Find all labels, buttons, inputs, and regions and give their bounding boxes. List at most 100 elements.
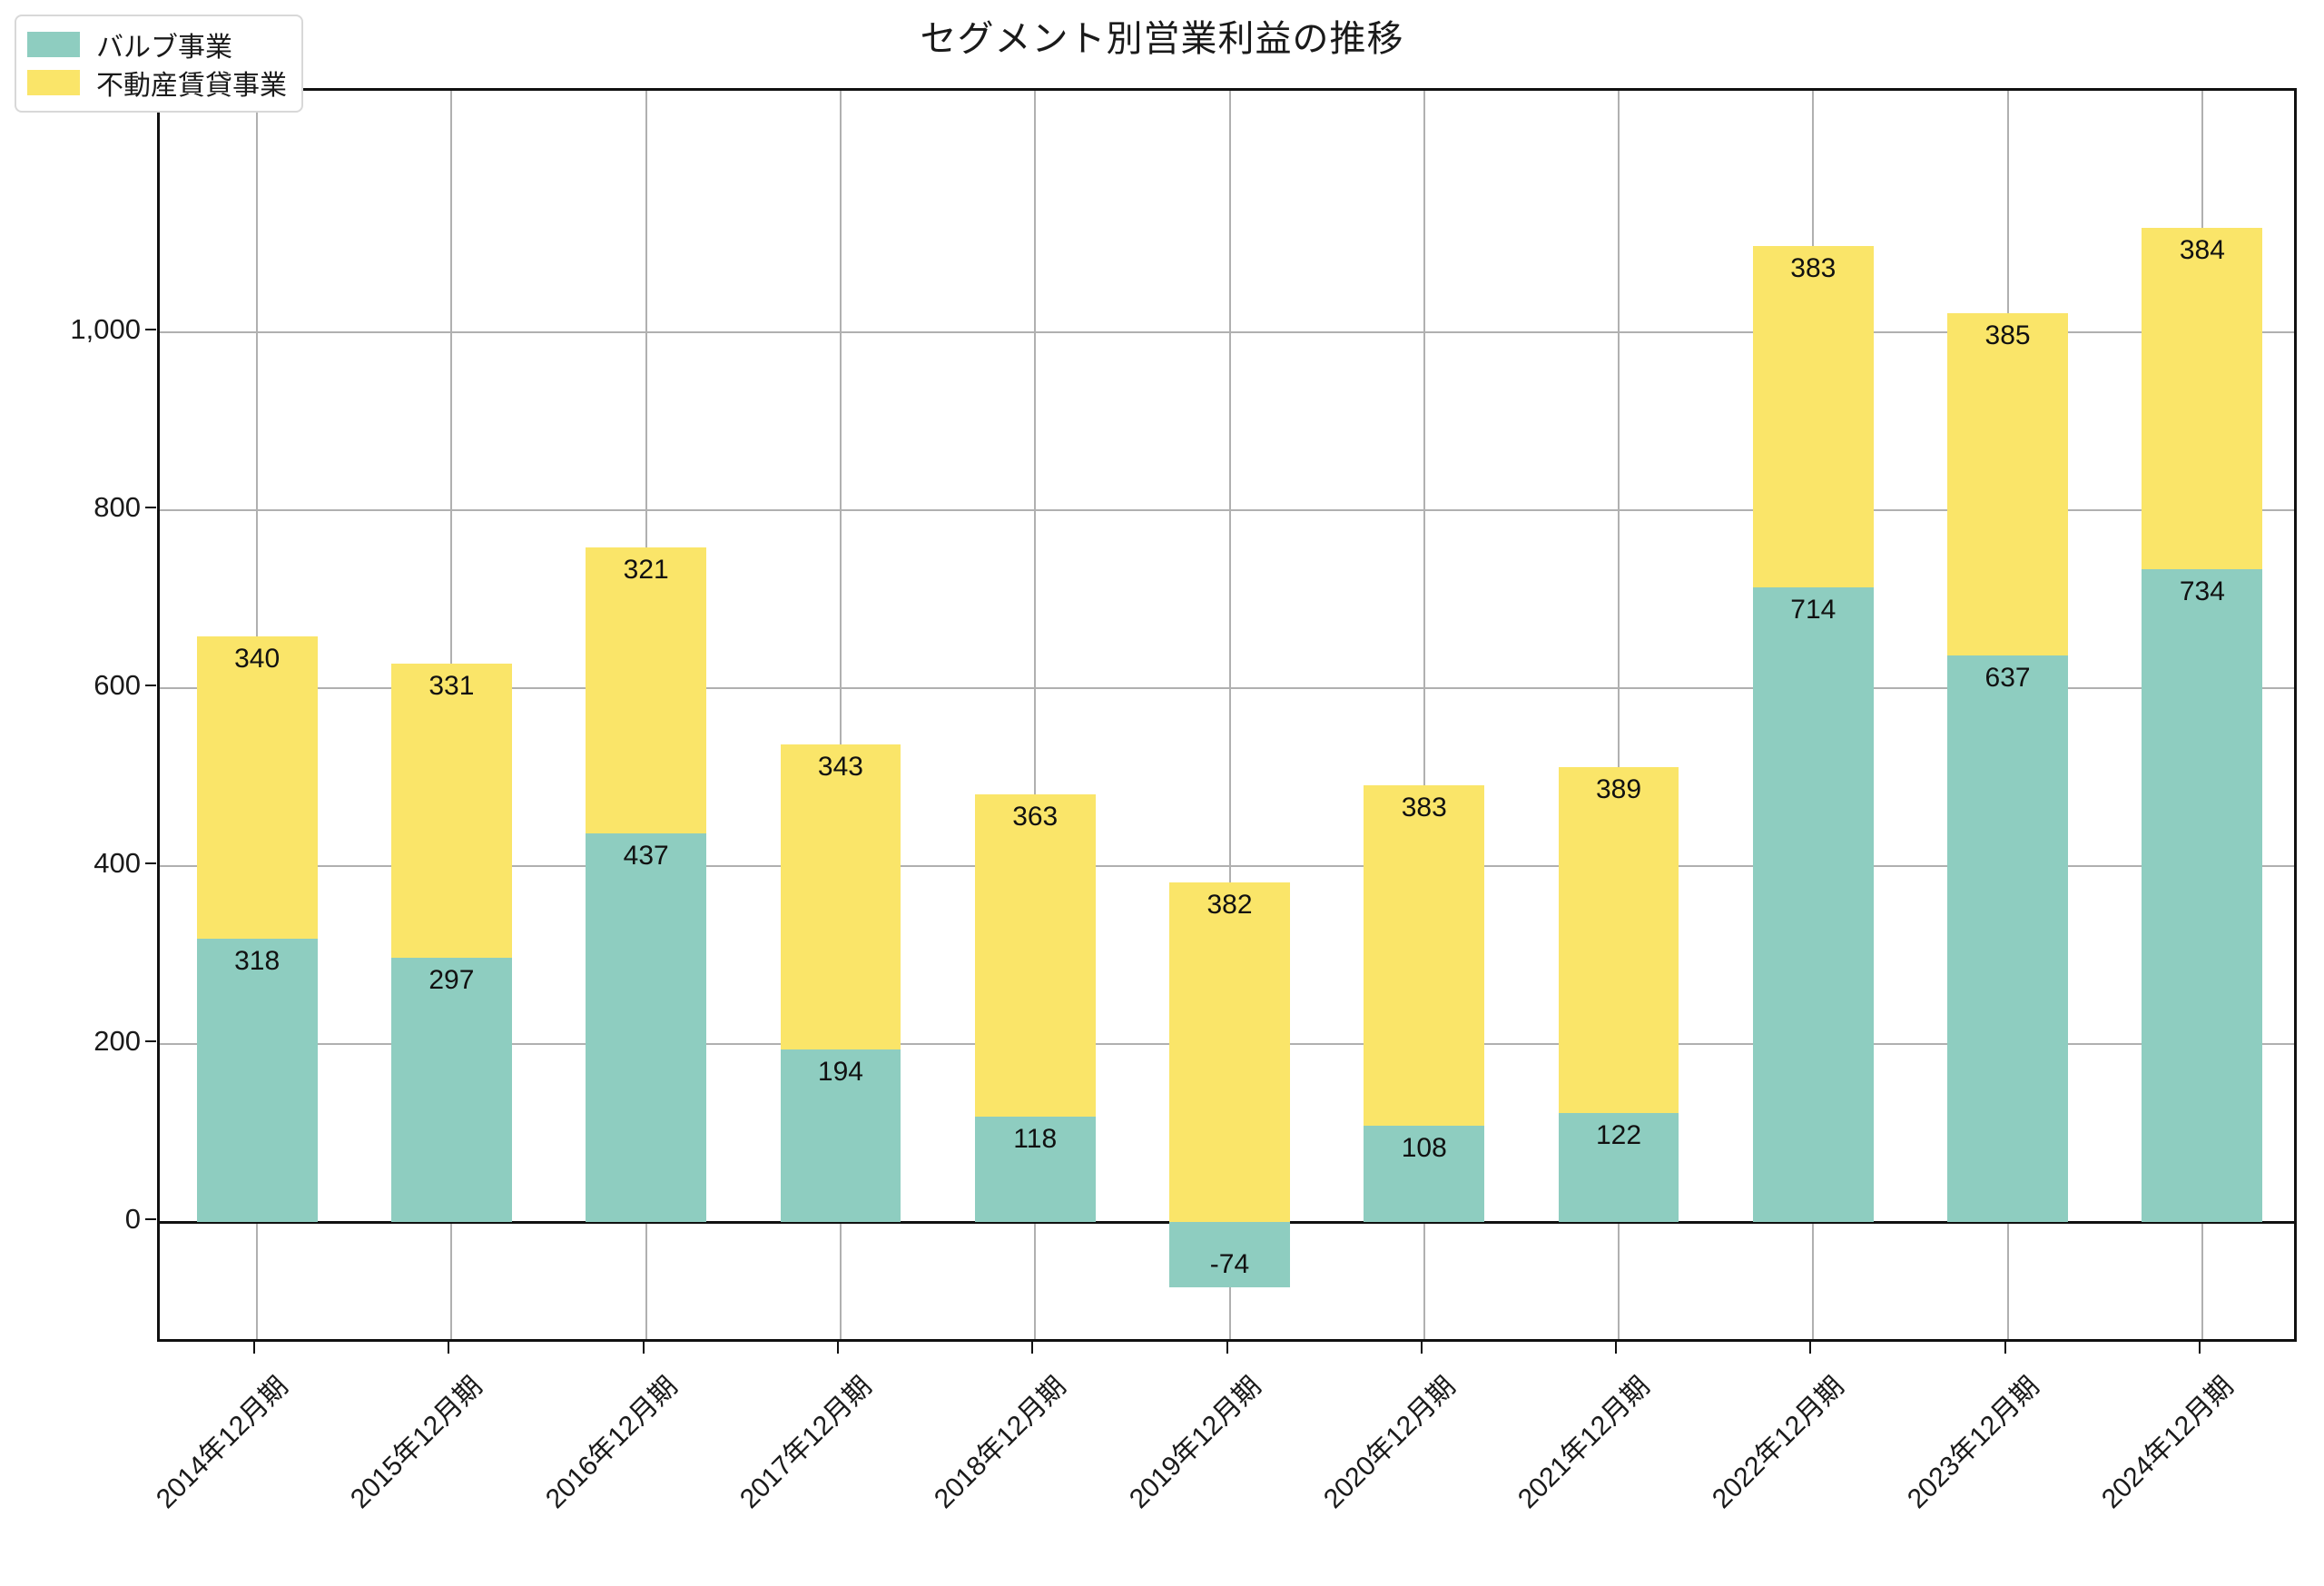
bar-segment-realestate[interactable]: 321 [586, 547, 707, 833]
bar-value-label: 122 [1596, 1120, 1642, 1151]
bar-value-label: 321 [623, 555, 669, 586]
legend-item-label: バルブ事業 [96, 33, 232, 63]
y-axis-tick-mark [145, 507, 156, 509]
bar-segment-realestate[interactable]: 384 [2142, 227, 2263, 569]
bar-segment-realestate[interactable]: 389 [1558, 767, 1679, 1114]
x-axis-tick-mark [1615, 1342, 1618, 1354]
x-axis-tick-mark [2198, 1342, 2201, 1354]
x-axis-tick-label: 2024年12月期 [2095, 1371, 2240, 1515]
bar-segment-realestate[interactable]: 331 [390, 663, 512, 958]
y-axis-tick-label: 200 [94, 1024, 141, 1057]
bar-segment-valve[interactable]: 118 [974, 1117, 1096, 1222]
bar-segment-valve[interactable]: 637 [1947, 655, 2068, 1222]
bar-segment-valve[interactable]: 437 [586, 832, 707, 1222]
x-axis-tick-mark [2004, 1342, 2006, 1354]
bar-segment-valve[interactable]: 714 [1752, 586, 1874, 1222]
bar-group[interactable]: 714 383 [1752, 91, 1874, 1339]
bar-value-label: -74 [1209, 1249, 1250, 1280]
bar-segment-valve[interactable]: 108 [1364, 1126, 1485, 1222]
bar-segment-realestate[interactable]: 382 [1169, 882, 1290, 1222]
gridline-vertical [1618, 91, 1620, 1339]
x-axis-tick-label: 2015年12月期 [345, 1371, 489, 1515]
bar-value-label: 437 [623, 840, 669, 871]
chart-legend[interactable]: バルブ事業不動産賃貸事業 [15, 15, 303, 113]
x-axis-tick-label: 2017年12月期 [734, 1371, 878, 1515]
y-axis-tick-mark [145, 862, 156, 865]
y-axis-tick-label: 1,000 [70, 313, 141, 346]
plot-inner: 318 340 297 331 437 321 194 343 118 363 -74 382 108 3… [160, 91, 2294, 1339]
x-axis-tick-label: 2018年12月期 [929, 1371, 1072, 1515]
bar-group[interactable]: 734 384 [2142, 91, 2263, 1339]
bar-value-label: 318 [234, 946, 281, 977]
y-axis-tick-label: 0 [124, 1202, 141, 1235]
y-axis-tick-mark [145, 685, 156, 687]
x-axis-tick-label: 2020年12月期 [1317, 1371, 1462, 1515]
x-axis-tick-label: 2023年12月期 [1901, 1371, 2045, 1515]
y-axis-tick-label: 600 [94, 669, 141, 702]
x-axis-tick-mark [836, 1342, 839, 1354]
gridline-vertical [1034, 91, 1037, 1339]
gridline-vertical [1423, 91, 1425, 1339]
gridline-horizontal [160, 687, 2294, 690]
bar-value-label: 389 [1596, 774, 1642, 805]
y-axis-tick-mark [145, 329, 156, 331]
legend-item[interactable]: バルブ事業 [27, 25, 287, 64]
bar-group[interactable]: 437 321 [586, 91, 707, 1339]
x-axis-tick-mark [1809, 1342, 1812, 1354]
legend-item[interactable]: 不動産賃貸事業 [27, 64, 287, 102]
bar-segment-realestate[interactable]: 340 [196, 636, 318, 940]
bar-segment-valve[interactable]: 318 [196, 939, 318, 1222]
bar-group[interactable]: 108 383 [1364, 91, 1485, 1339]
legend-item-label: 不動産賃貸事業 [96, 71, 287, 101]
x-axis-tick-mark [253, 1342, 256, 1354]
bar-segment-realestate[interactable]: 383 [1364, 784, 1485, 1127]
bar-value-label: 108 [1401, 1133, 1447, 1164]
y-axis-tick-label: 400 [94, 847, 141, 880]
bar-segment-valve[interactable]: -74 [1169, 1221, 1290, 1288]
bar-value-label: 331 [428, 670, 475, 701]
bar-group[interactable]: 637 385 [1947, 91, 2068, 1339]
bar-group[interactable]: 318 340 [196, 91, 318, 1339]
gridline-horizontal [160, 509, 2294, 512]
bar-group[interactable]: -74 382 [1169, 91, 1290, 1339]
y-axis-tick-mark [145, 1039, 156, 1042]
bar-segment-realestate[interactable]: 383 [1752, 246, 1874, 587]
bar-value-label: 340 [234, 644, 281, 675]
bar-segment-realestate[interactable]: 363 [974, 793, 1096, 1118]
bar-value-label: 383 [1401, 792, 1447, 823]
y-axis-tick-mark [145, 1217, 156, 1220]
bar-value-label: 194 [817, 1056, 863, 1087]
legend-swatch-icon [27, 32, 80, 57]
bar-segment-valve[interactable]: 194 [780, 1049, 901, 1222]
plot-area: 318 340 297 331 437 321 194 343 118 363 -74 382 108 3… [157, 88, 2297, 1342]
bar-group[interactable]: 297 331 [390, 91, 512, 1339]
bar-segment-valve[interactable]: 122 [1558, 1113, 1679, 1222]
gridline-vertical [839, 91, 842, 1339]
bar-group[interactable]: 194 343 [780, 91, 901, 1339]
x-axis-tick-mark [1226, 1342, 1228, 1354]
legend-swatch-icon [27, 70, 80, 95]
bar-value-label: 297 [428, 964, 475, 995]
x-axis-tick-label: 2021年12月期 [1512, 1371, 1656, 1515]
bar-value-label: 343 [817, 751, 863, 782]
bar-segment-realestate[interactable]: 343 [780, 744, 901, 1049]
bar-value-label: 382 [1206, 889, 1253, 920]
bar-group[interactable]: 122 389 [1558, 91, 1679, 1339]
bar-value-label: 637 [1984, 662, 2031, 693]
bar-value-label: 384 [2179, 234, 2225, 265]
bar-value-label: 714 [1790, 594, 1837, 625]
bar-value-label: 118 [1013, 1124, 1058, 1155]
bar-group[interactable]: 118 363 [974, 91, 1096, 1339]
x-axis-tick-mark [642, 1342, 645, 1354]
bar-value-label: 385 [1984, 320, 2031, 350]
x-axis-tick-mark [448, 1342, 450, 1354]
x-axis-tick-label: 2016年12月期 [539, 1371, 684, 1515]
y-axis-tick-label: 800 [94, 491, 141, 524]
bar-segment-valve[interactable]: 734 [2142, 568, 2263, 1222]
bar-value-label: 734 [2179, 576, 2225, 606]
bar-segment-realestate[interactable]: 385 [1947, 312, 2068, 655]
bar-segment-valve[interactable]: 297 [390, 957, 512, 1222]
chart-figure: セグメント別営業利益の推移 318 340 297 331 437 321 194 343 11… [15, 15, 2297, 1515]
chart-title: セグメント別営業利益の推移 [920, 19, 1404, 59]
x-axis-tick-label: 2019年12月期 [1123, 1371, 1267, 1515]
